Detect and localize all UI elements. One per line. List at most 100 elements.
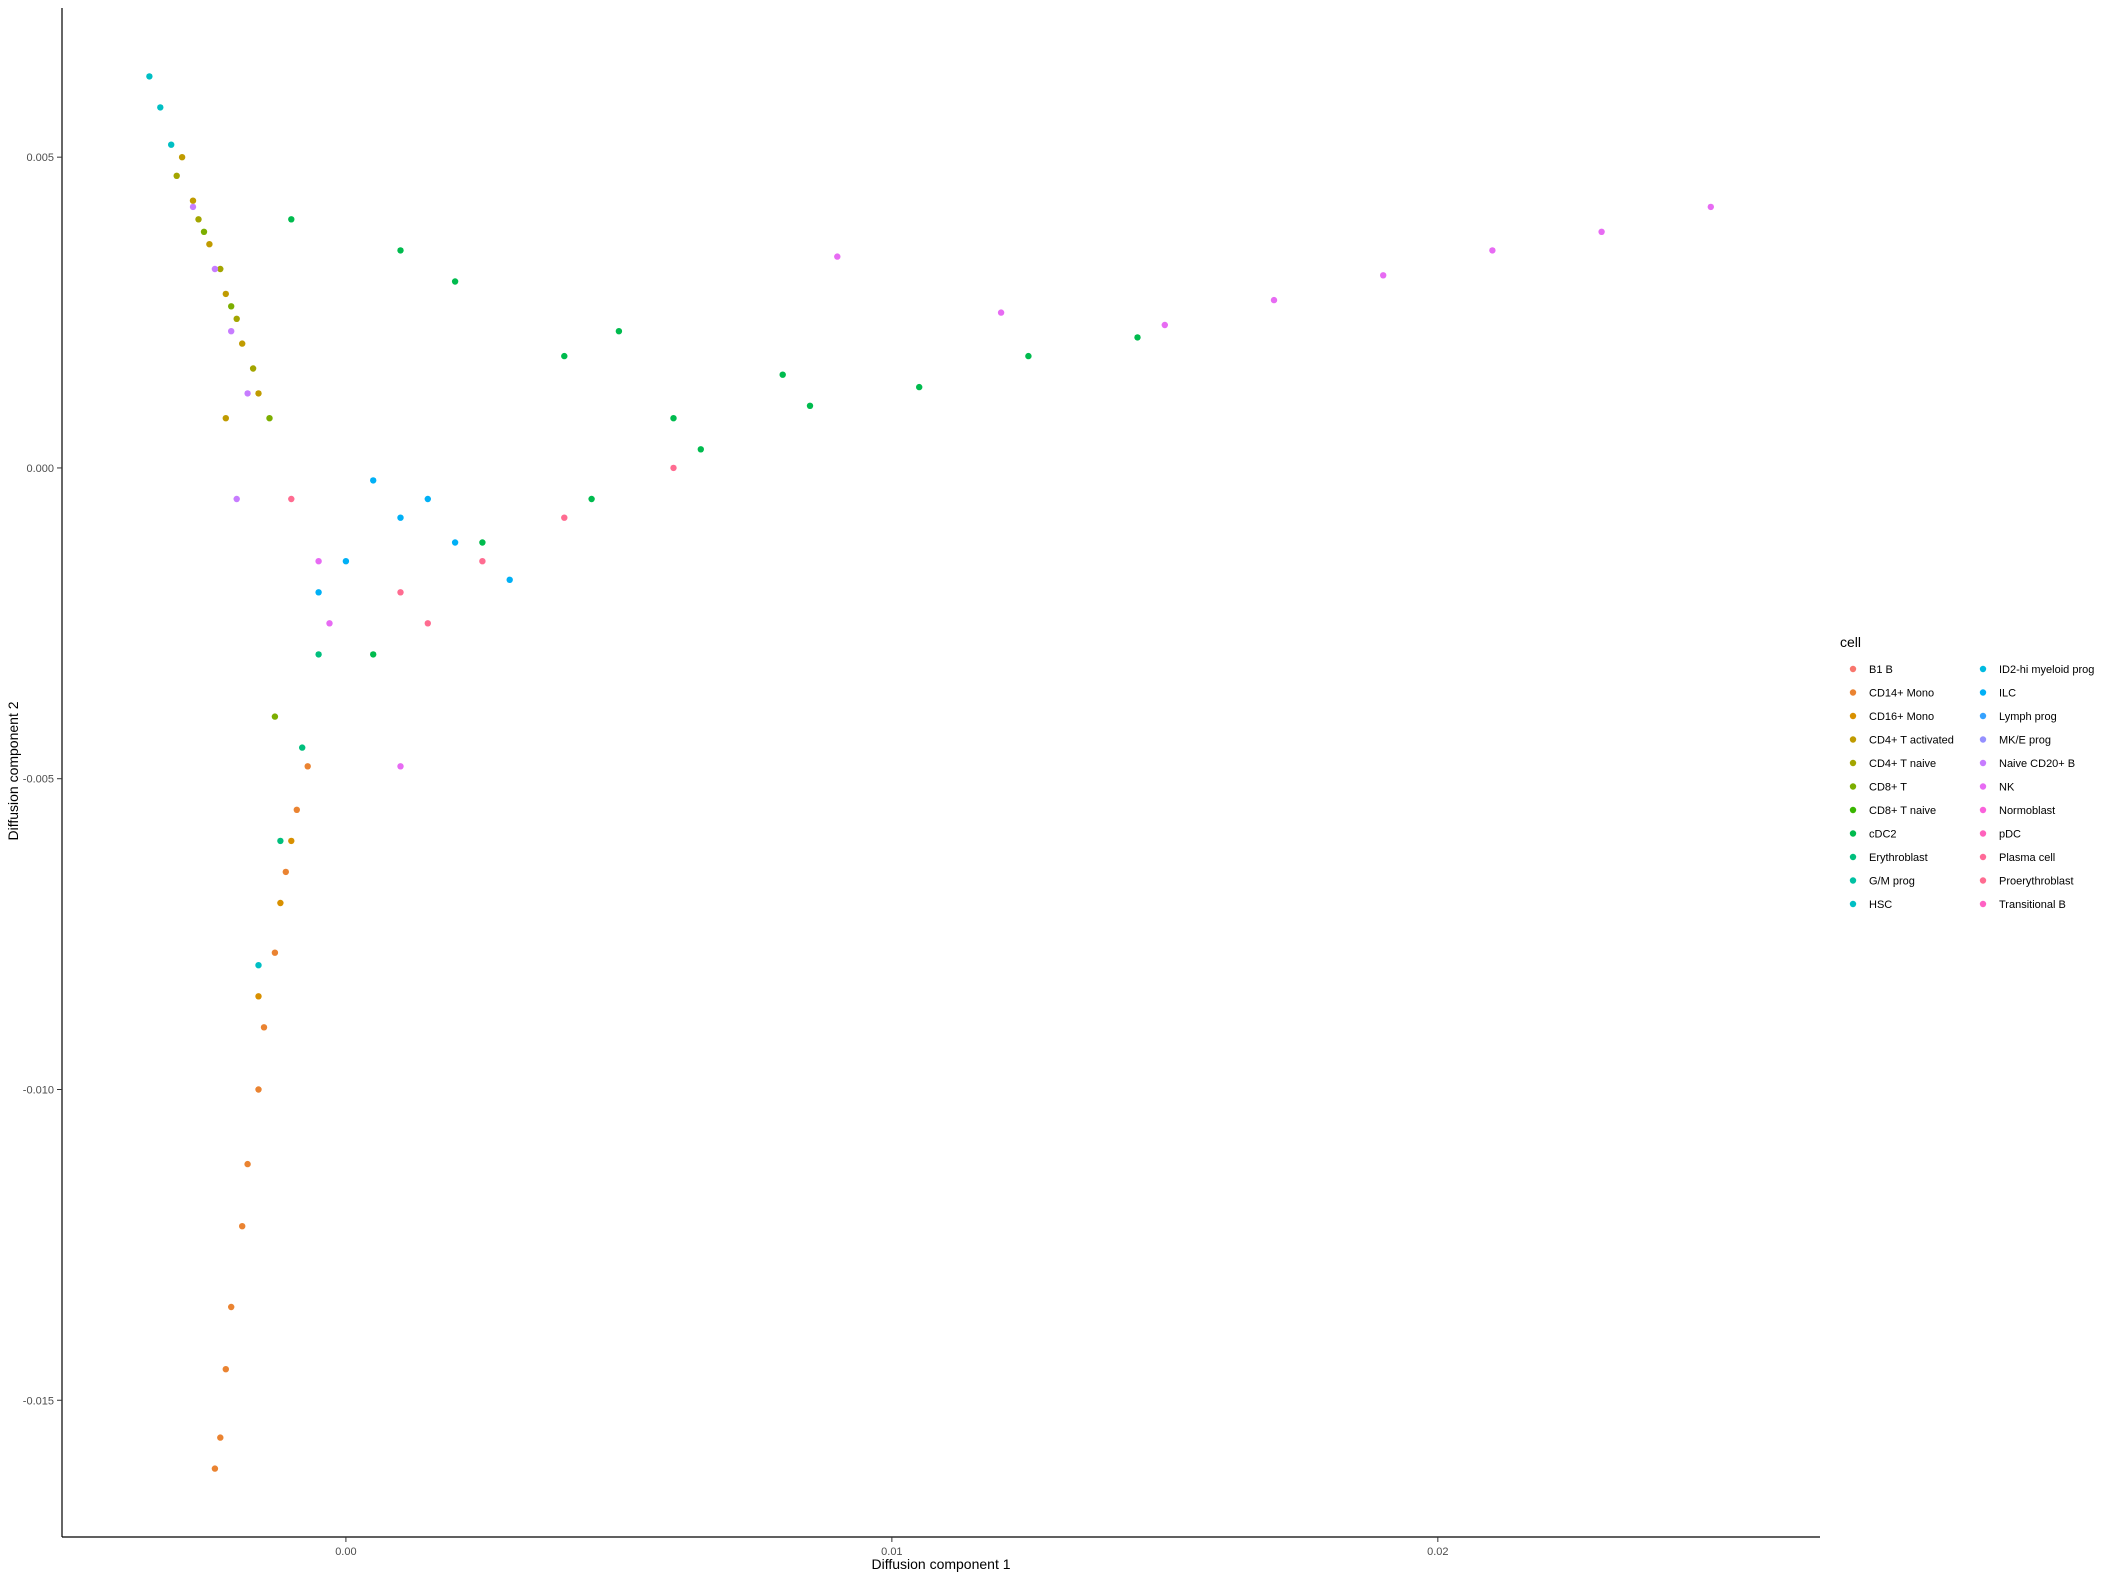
legend-label: CD16+ Mono [1869, 711, 1934, 723]
legend-label: CD4+ T naive [1869, 758, 1936, 770]
data-point [304, 763, 311, 770]
legend-swatch [1849, 736, 1857, 743]
data-point [173, 172, 180, 179]
data-point [277, 837, 284, 845]
data-point [588, 495, 595, 503]
legend-label: Erythroblast [1869, 852, 1928, 864]
legend-label: ILC [1999, 688, 2016, 700]
legend-label: Plasma cell [1999, 852, 2055, 864]
data-point [670, 415, 677, 422]
legend-swatch [1979, 712, 1987, 720]
y-tick-label: -0.005 [23, 774, 54, 786]
legend-swatch [1849, 689, 1857, 696]
legend-label: G/M prog [1869, 876, 1915, 888]
data-point [315, 558, 322, 565]
data-point [424, 495, 431, 503]
legend-swatch [1849, 665, 1857, 673]
data-point [189, 197, 197, 204]
data-point [779, 371, 786, 378]
data-point [255, 390, 262, 397]
legend-label: NK [1999, 782, 2015, 794]
data-point [266, 415, 273, 422]
legend-label: pDC [1999, 829, 2021, 841]
legend-label: CD14+ Mono [1869, 688, 1934, 700]
data-point [200, 228, 208, 235]
data-point [217, 1434, 224, 1441]
x-tick-label: 0.01 [881, 1546, 902, 1558]
legend-swatch [1979, 806, 1987, 814]
data-point [370, 651, 377, 658]
legend-label: Transitional B [1999, 899, 2066, 911]
data-point [397, 763, 404, 770]
legend-label: Lymph prog [1999, 711, 2057, 723]
data-point [288, 495, 295, 503]
data-point [370, 477, 377, 484]
data-point [1134, 334, 1141, 341]
data-point [228, 1303, 235, 1311]
data-point [168, 141, 175, 148]
legend-swatch [1979, 736, 1987, 743]
data-point [195, 216, 202, 223]
legend-swatch [1849, 806, 1857, 814]
legend-swatch [1849, 759, 1857, 767]
legend-label: HSC [1869, 899, 1892, 911]
data-point [342, 558, 350, 565]
data-point [146, 73, 153, 80]
data-point [206, 241, 213, 248]
data-point [228, 303, 235, 310]
legend-swatch [1979, 759, 1987, 767]
data-point [239, 340, 246, 347]
data-point [479, 539, 486, 546]
data-point [1707, 203, 1715, 211]
data-point [424, 620, 431, 627]
data-point [255, 962, 262, 969]
data-point [222, 1366, 229, 1373]
legend-swatch [1849, 900, 1857, 908]
legend-swatch [1849, 853, 1857, 861]
legend-label: CD8+ T [1869, 782, 1907, 794]
data-point [561, 514, 568, 521]
data-point [271, 713, 279, 720]
data-point [615, 328, 623, 335]
data-point [178, 154, 186, 161]
y-axis-title: Diffusion component 2 [5, 701, 21, 840]
data-point [244, 390, 251, 397]
legend: cell B1 B CD14+ Mono CD16+ Mono CD4+ T acti… [1840, 634, 2094, 911]
data-point [397, 589, 404, 596]
data-point [451, 278, 459, 285]
legend-label: ID2-hi myeloid prog [1999, 664, 2094, 676]
legend-swatch [1979, 783, 1987, 790]
data-point [670, 464, 677, 472]
data-points [146, 73, 1715, 1472]
legend-swatch [1849, 830, 1857, 837]
data-point [255, 993, 262, 1000]
data-point [1025, 352, 1032, 360]
data-point [806, 402, 814, 409]
data-point [561, 352, 568, 360]
data-point [217, 265, 224, 273]
data-point [506, 576, 513, 583]
legend-title: cell [1840, 634, 1861, 650]
legend-label: Proerythroblast [1999, 876, 2074, 888]
data-point [1380, 272, 1387, 279]
data-point [288, 216, 295, 223]
legend-label: B1 B [1869, 664, 1893, 676]
legend-swatch [1849, 712, 1857, 720]
data-point [271, 949, 279, 956]
data-point [315, 589, 322, 596]
data-point [239, 1223, 246, 1230]
data-point [834, 253, 841, 260]
legend-label: Naive CD20+ B [1999, 758, 2075, 770]
y-tick-label: 0.005 [26, 152, 54, 164]
data-point [228, 328, 235, 335]
axis-ticks: 0.00 0.01 0.02 0.005 0.000 -0.005 -0.010 -0.015 [23, 152, 1449, 1558]
data-point [1270, 296, 1278, 304]
data-point [397, 514, 404, 521]
data-point [277, 899, 284, 907]
legend-swatch [1979, 877, 1987, 884]
x-axis-title: Diffusion component 1 [871, 1556, 1010, 1572]
x-tick-label: 0.00 [335, 1546, 356, 1558]
data-point [282, 868, 289, 876]
legend-swatch [1979, 665, 1987, 673]
